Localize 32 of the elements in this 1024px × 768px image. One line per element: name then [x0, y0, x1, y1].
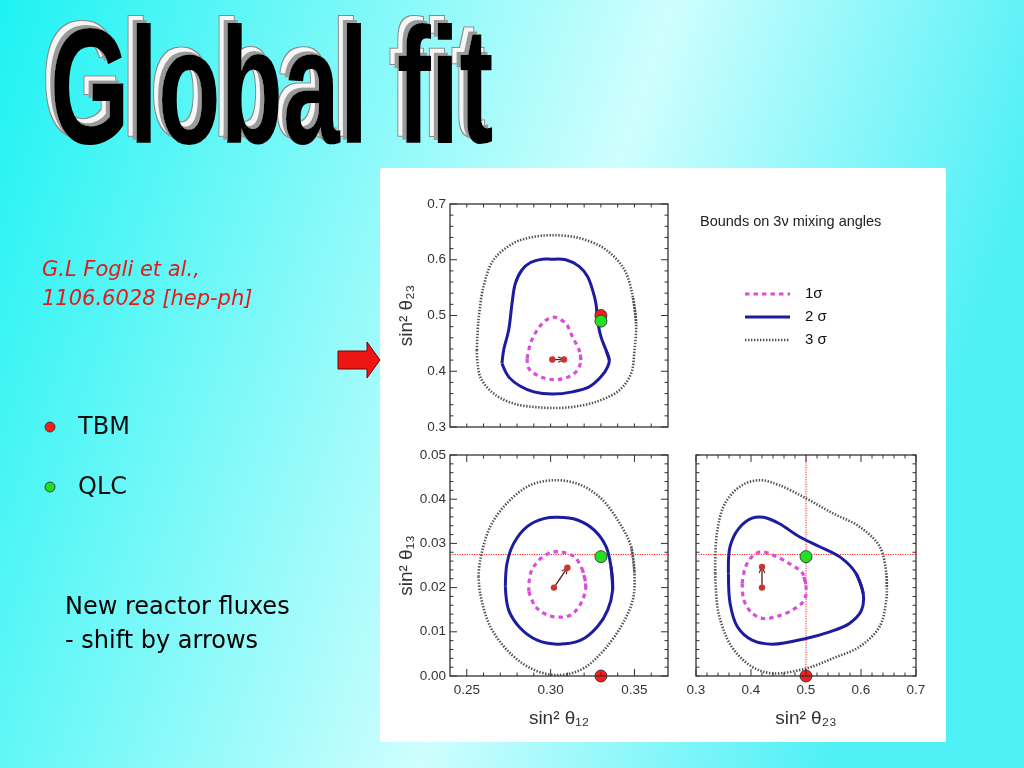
x-tick-label: 0.35: [621, 682, 648, 697]
x-axis-title: sin² θ₂₃: [775, 707, 837, 728]
x-axis-title: sin² θ₁₂: [528, 707, 590, 728]
x-tick-label: 0.3: [686, 682, 706, 697]
x-tick-label: 0.6: [851, 682, 871, 697]
x-tick-label: 0.7: [906, 682, 926, 697]
y-tick-label: 0.01: [419, 623, 446, 639]
legend-title: Bounds on 3ν mixing angles: [700, 213, 882, 229]
y-tick-label: 0.04: [419, 490, 447, 506]
text: Global fit: [50, 0, 494, 178]
legend-label: 2 σ: [805, 306, 828, 324]
y-tick-label: 0.5: [427, 307, 446, 323]
y-tick-label: 0.4: [427, 362, 447, 378]
y-tick-label: 0.7: [427, 195, 446, 211]
x-tick-label: 0.25: [453, 682, 480, 697]
legend-label: 3 σ: [805, 329, 828, 347]
y-tick-label: 0.02: [419, 579, 446, 595]
legend-label: QLC: [78, 472, 128, 500]
y-tick-label: 0.03: [419, 534, 446, 550]
y-axis-title: sin² θ₁₃: [395, 535, 416, 596]
y-axis-title: sin² θ₂₃: [395, 284, 416, 347]
text: New reactor fluxes - shift by arrows: [65, 592, 290, 654]
x-tick-label: 0.30: [537, 682, 564, 697]
text: G.L Fogli et al., 1106.6028 [hep-ph]: [42, 257, 253, 310]
y-tick-label: 0.05: [419, 446, 446, 462]
legend-label: 1σ: [805, 283, 824, 301]
y-tick-label: 0.00: [419, 667, 446, 683]
y-tick-label: 0.6: [427, 251, 446, 267]
x-tick-label: 0.5: [796, 682, 816, 697]
legend-label: TBM: [77, 412, 130, 440]
y-tick-label: 0.3: [427, 418, 446, 434]
x-tick-label: 0.4: [741, 682, 761, 697]
